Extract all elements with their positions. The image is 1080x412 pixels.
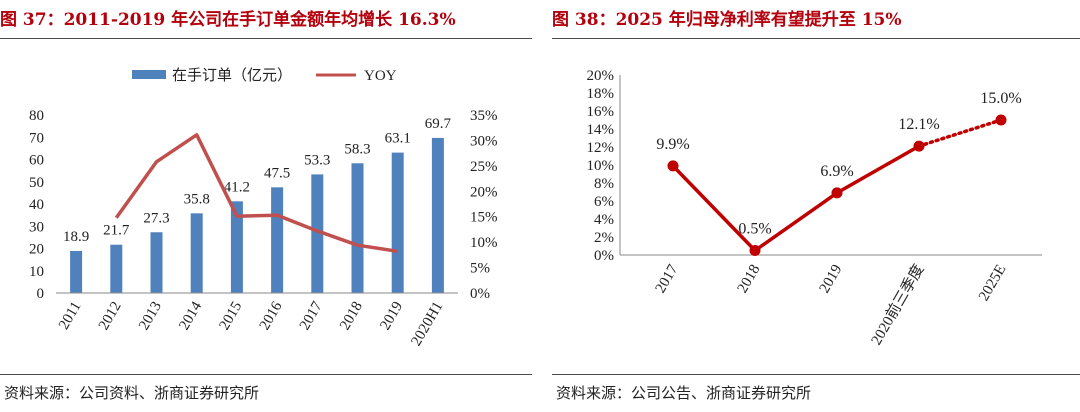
x-tick-label: 2019	[377, 299, 406, 333]
bar-value-label: 63.1	[385, 131, 411, 147]
y-right-tick-label: 15%	[470, 210, 498, 226]
legend-swatch-backlog	[132, 70, 166, 79]
y-left-tick-label: 40	[29, 197, 44, 213]
left-top-rule	[0, 38, 532, 39]
y-right-tick-label: 35%	[470, 108, 498, 124]
bar-value-label: 27.3	[143, 210, 169, 226]
y-left-tick-label: 80	[29, 108, 44, 124]
net-margin-forecast-line	[917, 118, 1003, 148]
bar-2014	[190, 213, 203, 293]
net-margin-point-2019	[831, 187, 843, 199]
right-bottom-rule	[552, 374, 1080, 375]
y-right-tick-label: 10%	[470, 235, 498, 251]
bar-2013	[150, 232, 163, 293]
y-tick-label: 0%	[594, 248, 614, 264]
right-figure-title: 图 38：2025 年归母净利率有望提升至 15%	[552, 10, 902, 30]
left-source-note: 资料来源：公司资料、浙商证券研究所	[4, 384, 260, 402]
bar-value-label: 53.3	[304, 152, 330, 168]
net-margin-line	[671, 144, 920, 253]
x-tick-label: 2017	[297, 299, 326, 333]
y-left-tick-label: 70	[29, 130, 44, 146]
net-margin-point-2017	[667, 160, 679, 172]
y-tick-label: 16%	[587, 104, 615, 120]
bar-2020H1	[431, 137, 444, 293]
y-right-tick-label: 30%	[470, 133, 498, 149]
x-tick-label: 2012	[96, 299, 125, 333]
x-tick-label: 2014	[176, 299, 205, 333]
y-tick-label: 8%	[594, 176, 614, 192]
y-tick-label: 12%	[587, 140, 615, 156]
yoy-line	[114, 133, 398, 254]
right-top-rule	[552, 38, 1080, 39]
x-tick-label: 2011	[56, 299, 85, 333]
y-left-tick-label: 30	[29, 219, 44, 235]
y-right-tick-label: 25%	[470, 159, 498, 175]
y-tick-label: 18%	[587, 86, 615, 102]
bar-2017	[311, 174, 324, 293]
net-margin-chart: 0% 2% 4% 6% 8% 10% 12% 14% 16% 18% 20% 2017 2018 2019…	[587, 68, 1042, 348]
bar-2015	[230, 201, 243, 293]
bar-value-label: 58.3	[344, 141, 370, 157]
net-margin-point-2020前三季度	[913, 140, 925, 152]
bar-value-label: 69.7	[425, 116, 452, 132]
y-tick-label: 14%	[587, 122, 615, 138]
net-margin-value-label: 12.1%	[898, 116, 939, 133]
bar-value-label: 47.5	[264, 165, 290, 181]
right-figure-panel: 图 38：2025 年归母净利率有望提升至 15% 0% 2% 4% 6% 8% 10% 1…	[552, 0, 1080, 412]
x-tick-label: 2013	[136, 299, 165, 333]
bar-2012	[110, 244, 123, 293]
legend-label-yoy: YOY	[364, 68, 397, 84]
bar-2018	[351, 163, 364, 293]
net-margin-value-label: 0.5%	[738, 221, 771, 238]
y-tick-label: 20%	[587, 68, 615, 84]
legend-label-backlog: 在手订单（亿元）	[172, 67, 292, 84]
net-margin-point-2018	[749, 245, 761, 256]
y-tick-label: 2%	[594, 230, 614, 246]
y-tick-label: 6%	[594, 194, 614, 210]
x-tick-label: 2016	[257, 299, 286, 333]
order-backlog-chart: 在手订单（亿元） YOY 0 10 20 30 40 50 60 70 80 0% 5% 10% 15% 20…	[29, 67, 498, 349]
y-right-tick-label: 0%	[470, 286, 490, 302]
bar-value-label: 21.7	[103, 223, 130, 239]
left-figure-panel: 图 37：2011-2019 年公司在手订单金额年均增长 16.3% 在手订单（…	[0, 0, 532, 412]
x-tick-label: 2018	[735, 262, 764, 296]
y-left-tick-label: 10	[29, 264, 44, 280]
y-left-tick-label: 20	[29, 242, 44, 258]
y-right-tick-label: 5%	[470, 261, 490, 277]
x-tick-label: 2019	[817, 262, 846, 296]
y-right-tick-label: 20%	[470, 184, 498, 200]
net-margin-point-2025E	[995, 114, 1007, 126]
bar-2016	[271, 187, 284, 293]
left-figure-title: 图 37：2011-2019 年公司在手订单金额年均增长 16.3%	[0, 10, 456, 30]
x-tick-label: 2020前三季度	[868, 262, 928, 348]
bar-2019	[391, 152, 404, 293]
y-left-tick-label: 0	[37, 286, 45, 302]
x-tick-label: 2020H1	[408, 299, 446, 349]
x-tick-label: 2025E	[976, 262, 1009, 304]
y-left-tick-label: 50	[29, 175, 44, 191]
net-margin-value-label: 9.9%	[656, 136, 689, 153]
x-tick-label: 2017	[653, 262, 682, 296]
x-tick-label: 2015	[217, 299, 246, 333]
y-left-tick-label: 60	[29, 153, 44, 169]
bar-2011	[70, 250, 83, 293]
y-tick-label: 10%	[587, 158, 615, 174]
bar-value-label: 35.8	[184, 191, 210, 207]
bar-value-label: 41.2	[224, 179, 250, 195]
net-margin-value-label: 15.0%	[980, 90, 1021, 107]
y-tick-label: 4%	[594, 212, 614, 228]
x-tick-label: 2018	[337, 299, 366, 333]
right-source-note: 资料来源：公司公告、浙商证券研究所	[556, 384, 812, 402]
bar-value-label: 18.9	[63, 229, 89, 245]
left-bottom-rule	[0, 374, 532, 375]
net-margin-value-label: 6.9%	[820, 163, 853, 180]
